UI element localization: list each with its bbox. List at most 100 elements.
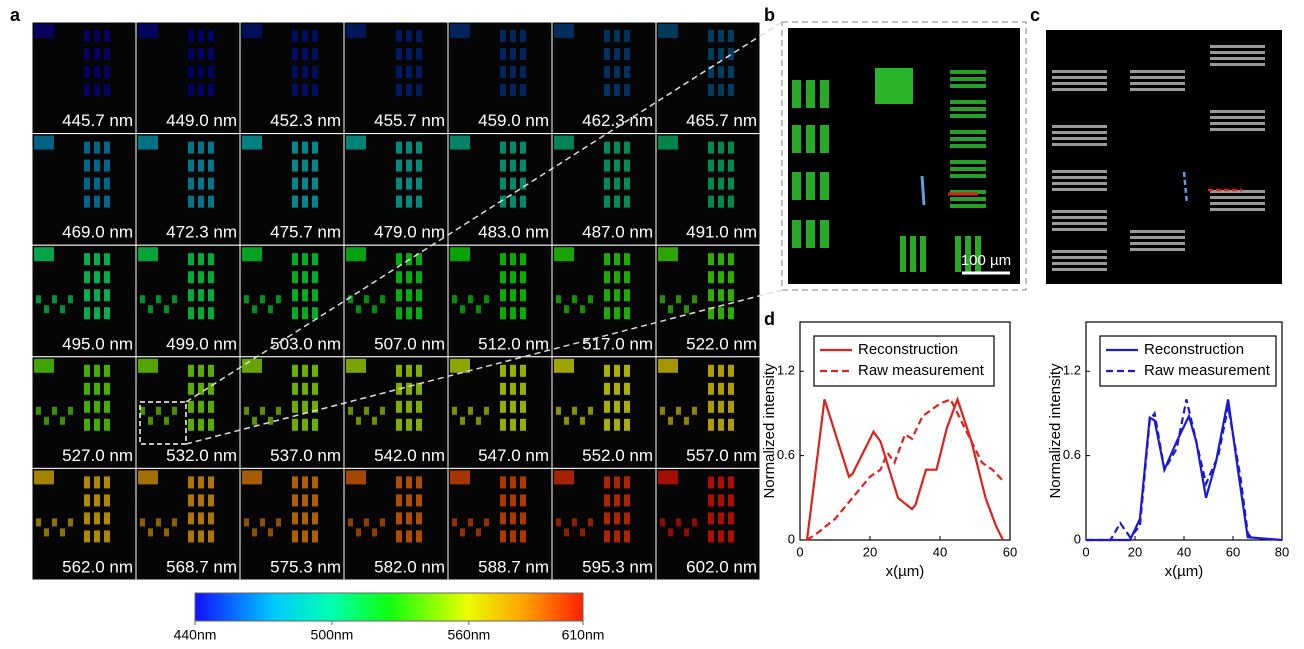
- tile-feature: [406, 48, 412, 60]
- wavelength-label: 542.0 nm: [374, 446, 445, 465]
- tile-feature: [268, 305, 273, 313]
- tile-feature: [588, 407, 593, 415]
- tile-feature: [718, 142, 724, 154]
- tile-feature: [94, 84, 100, 96]
- tile-feature: [198, 512, 204, 524]
- tile-feature: [198, 365, 204, 377]
- tile-feature: [708, 365, 714, 377]
- tile-feature: [292, 476, 298, 488]
- wavelength-label: 595.3 nm: [582, 557, 653, 576]
- tile-feature: [624, 253, 630, 265]
- tile-feature: [554, 136, 574, 150]
- tile-feature: [84, 289, 90, 301]
- wavelength-label: 465.7 nm: [686, 111, 757, 130]
- tile-feature: [188, 160, 194, 172]
- tile-feature: [510, 30, 516, 42]
- tile-feature: [510, 476, 516, 488]
- tile-feature: [728, 494, 734, 506]
- tile-feature: [198, 289, 204, 301]
- tile-feature: [728, 289, 734, 301]
- tile-feature: [396, 160, 402, 172]
- tile-feature: [604, 512, 610, 524]
- tile-feature: [396, 30, 402, 42]
- tile-feature: [356, 305, 361, 313]
- tile-feature: [244, 295, 249, 303]
- tile-feature: [396, 271, 402, 283]
- tile-feature: [500, 307, 506, 319]
- tile-feature: [312, 66, 318, 78]
- tile-feature: [450, 136, 470, 150]
- target-bar: [1052, 228, 1107, 231]
- tile-feature: [520, 178, 526, 190]
- tile-feature: [614, 142, 620, 154]
- target-bar: [1052, 88, 1107, 91]
- target-bar: [820, 125, 829, 153]
- tile-feature: [104, 530, 110, 542]
- tile-feature: [198, 66, 204, 78]
- tile-feature: [452, 407, 457, 415]
- target-bar: [1052, 82, 1107, 85]
- tile-feature: [624, 84, 630, 96]
- tile-feature: [396, 512, 402, 524]
- tile-feature: [500, 365, 506, 377]
- tile-feature: [580, 305, 585, 313]
- tile-feature: [198, 271, 204, 283]
- tile-feature: [500, 383, 506, 395]
- tile-feature: [148, 528, 153, 536]
- tile-feature: [208, 160, 214, 172]
- tile-feature: [406, 365, 412, 377]
- tile-feature: [406, 512, 412, 524]
- tile-feature: [346, 247, 366, 261]
- tile-feature: [312, 365, 318, 377]
- y-tick-label: 1.2: [777, 363, 795, 378]
- tile-feature: [198, 142, 204, 154]
- tile-feature: [708, 401, 714, 413]
- page: a b c d 445.7 nm449.0 nm452.3 nm455.7 nm…: [0, 0, 1304, 649]
- tile-feature: [500, 271, 506, 283]
- tile-feature: [450, 247, 470, 261]
- tile-feature: [396, 365, 402, 377]
- tile-feature: [104, 383, 110, 395]
- tile-feature: [624, 401, 630, 413]
- tile-feature: [68, 295, 73, 303]
- tile-feature: [396, 307, 402, 319]
- tile-feature: [450, 24, 470, 38]
- tile-feature: [510, 383, 516, 395]
- wavelength-label: 512.0 nm: [478, 334, 549, 353]
- tile-feature: [34, 359, 54, 373]
- tile-feature: [510, 196, 516, 208]
- wavelength-label: 487.0 nm: [582, 223, 653, 242]
- tile-feature: [500, 476, 506, 488]
- tile-feature: [728, 271, 734, 283]
- tile-feature: [84, 271, 90, 283]
- tile-feature: [292, 271, 298, 283]
- tile-feature: [302, 66, 308, 78]
- tile-feature: [510, 494, 516, 506]
- tile-feature: [36, 295, 41, 303]
- target-bar: [950, 167, 986, 171]
- tile-feature: [406, 30, 412, 42]
- tile-feature: [468, 518, 473, 526]
- tile-feature: [614, 196, 620, 208]
- tile-feature: [312, 512, 318, 524]
- tile-feature: [104, 401, 110, 413]
- tile-feature: [692, 407, 697, 415]
- tile-feature: [728, 84, 734, 96]
- x-tick-label: 0: [1082, 544, 1089, 559]
- tile-feature: [312, 307, 318, 319]
- tile-feature: [52, 407, 57, 415]
- target-bar: [792, 220, 801, 248]
- tile-feature: [380, 407, 385, 415]
- target-bar: [1130, 76, 1185, 79]
- target-bar: [820, 172, 829, 200]
- tile-feature: [242, 136, 262, 150]
- tile-feature: [510, 271, 516, 283]
- tile-feature: [624, 30, 630, 42]
- tile-feature: [510, 530, 516, 542]
- target-bar: [1052, 137, 1107, 140]
- wavelength-label: 483.0 nm: [478, 223, 549, 242]
- tile-feature: [500, 160, 506, 172]
- tile-feature: [500, 289, 506, 301]
- tile-feature: [104, 419, 110, 431]
- tile-feature: [510, 253, 516, 265]
